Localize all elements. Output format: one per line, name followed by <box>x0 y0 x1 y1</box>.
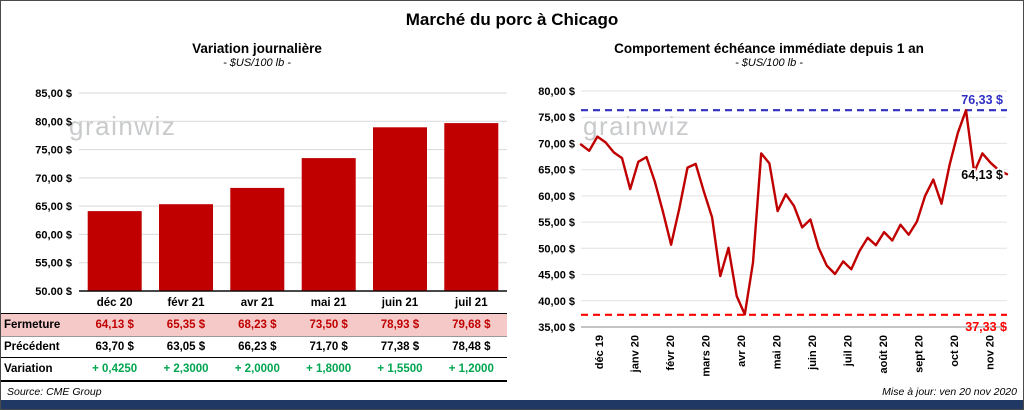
y-tick-label: 55,00 $ <box>35 258 72 270</box>
variation-row: Variation + 0,4250 + 2,3000 + 2,0000 + 1… <box>1 358 507 382</box>
bar-chart-title: Variation journalière <box>192 41 322 56</box>
column-header: mai 21 <box>310 297 347 309</box>
fermeture-value: 64,13 $ <box>95 319 134 331</box>
precedent-value: 66,23 $ <box>238 341 277 353</box>
variation-value: + 1,8000 <box>306 363 352 375</box>
y-tick-label: 80,00 $ <box>538 86 575 98</box>
column-header: déc 20 <box>96 297 133 309</box>
precedent-value: 78,48 $ <box>452 341 491 353</box>
one-year-panel: Comportement échéance immédiate depuis 1… <box>515 41 1023 387</box>
row-label-precedent: Précédent <box>4 341 60 353</box>
y-tick-label: 50,00 $ <box>35 286 72 295</box>
one-year-line-chart: 35,00 $ 40,00 $ 45,00 $ 50,00 $ 55,00 $ 60,00… <box>538 86 1009 377</box>
fermeture-value: 68,23 $ <box>238 319 277 331</box>
column-header: févr 21 <box>167 297 205 309</box>
precedent-row: Précédent 63,70 $ 63,05 $ 66,23 $ 71,70 … <box>1 336 507 358</box>
variation-value: + 0,4250 <box>92 363 138 375</box>
precedent-value: 77,38 $ <box>380 341 420 353</box>
daily-variation-bar-chart: 50,00 $ 55,00 $ 60,00 $ 65,00 $ 70,00 $ 75,00… <box>35 88 507 295</box>
x-tick-label: mars 20 <box>700 335 712 377</box>
y-tick-label: 75,00 $ <box>35 145 72 157</box>
row-label-fermeture: Fermeture <box>4 319 61 331</box>
y-tick-label: 50,00 $ <box>538 243 575 255</box>
x-tick-label: août 20 <box>878 335 890 374</box>
price-line <box>579 109 1009 316</box>
precedent-value: 63,05 $ <box>166 341 206 353</box>
column-header: juil 21 <box>455 297 488 309</box>
y-tick-label: 85,00 $ <box>35 88 72 100</box>
y-tick-label: 40,00 $ <box>538 296 575 308</box>
x-tick-label: oct 20 <box>949 335 961 367</box>
y-tick-label: 70,00 $ <box>35 173 72 185</box>
price-table: déc 20 févr 21 avr 21 mai 21 juin 21 jui… <box>1 293 507 382</box>
bar <box>87 211 142 291</box>
updated-label: Mise à jour: ven 20 nov 2020 <box>882 386 1017 398</box>
precedent-value: 71,70 $ <box>309 341 348 353</box>
fermeture-value: 65,35 $ <box>166 319 206 331</box>
table-header-row: déc 20 févr 21 avr 21 mai 21 juin 21 jui… <box>1 293 507 314</box>
fermeture-row: Fermeture 64,13 $ 65,35 $ 68,23 $ 73,50 … <box>1 314 507 336</box>
variation-value: + 1,5500 <box>377 363 423 375</box>
y-tick-label: 75,00 $ <box>538 112 575 124</box>
source-label: Source: CME Group <box>7 386 102 398</box>
grainwiz-watermark: grainwiz <box>69 111 177 141</box>
bottom-accent-bar <box>1 400 1023 409</box>
fermeture-value: 73,50 $ <box>309 319 348 331</box>
last-value-label: 64,13 $ <box>961 168 1003 182</box>
daily-variation-panel: Variation journalière - $US/100 lb - gra… <box>1 41 513 387</box>
y-tick-label: 80,00 $ <box>35 116 72 128</box>
footer: Source: CME Group Mise à jour: ven 20 no… <box>1 384 1023 400</box>
variation-value: + 2,3000 <box>163 363 209 375</box>
x-tick-label: janv 20 <box>629 335 641 373</box>
y-tick-label: 35,00 $ <box>538 322 575 334</box>
y-tick-label: 70,00 $ <box>538 138 575 150</box>
x-tick-label: avr 20 <box>736 335 748 367</box>
y-tick-label: 65,00 $ <box>35 201 72 213</box>
grainwiz-watermark: grainwiz <box>583 111 691 141</box>
row-label-variation: Variation <box>4 363 53 375</box>
bar <box>230 187 285 291</box>
column-header: juin 21 <box>381 297 419 309</box>
variation-value: + 1,2000 <box>448 363 494 375</box>
y-tick-label: 65,00 $ <box>538 165 575 177</box>
x-tick-label: mai 20 <box>771 335 783 369</box>
bar-chart-subtitle: - $US/100 lb - <box>223 57 291 69</box>
bar <box>301 158 356 291</box>
y-tick-label: 45,00 $ <box>538 270 575 282</box>
x-tick-label: nov 20 <box>984 335 996 370</box>
y-tick-label: 60,00 $ <box>538 191 575 203</box>
variation-value: + 2,0000 <box>234 363 280 375</box>
x-tick-label: juil 20 <box>842 335 854 367</box>
line-chart-title: Comportement échéance immédiate depuis 1… <box>614 41 924 56</box>
max-line-label: 76,33 $ <box>961 93 1003 107</box>
fermeture-value: 78,93 $ <box>380 319 420 331</box>
bar <box>159 204 213 291</box>
x-tick-label: sept 20 <box>913 335 925 373</box>
x-tick-label: févr 20 <box>665 335 677 370</box>
y-tick-label: 55,00 $ <box>538 217 575 229</box>
bar <box>444 123 499 291</box>
bar <box>373 127 427 291</box>
precedent-value: 63,70 $ <box>95 341 134 353</box>
y-tick-label: 60,00 $ <box>35 229 72 241</box>
fermeture-value: 79,68 $ <box>452 319 491 331</box>
x-tick-label: juin 20 <box>807 335 819 371</box>
line-chart-subtitle: - $US/100 lb - <box>735 57 803 69</box>
page-title: Marché du porc à Chicago <box>405 10 619 29</box>
min-line-label: 37,33 $ <box>965 320 1007 334</box>
x-tick-label: déc 19 <box>594 335 606 369</box>
column-header: avr 21 <box>240 297 274 309</box>
